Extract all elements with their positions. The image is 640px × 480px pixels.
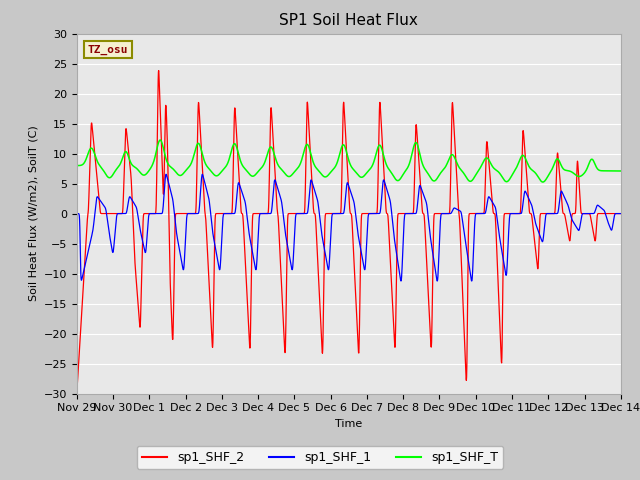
Y-axis label: Soil Heat Flux (W/m2), SoilT (C): Soil Heat Flux (W/m2), SoilT (C)	[28, 126, 38, 301]
sp1_SHF_1	[570, 219, 577, 225]
X-axis label: Time: Time	[335, 419, 362, 429]
sp1_SHF_T	[570, 170, 577, 176]
sp1_SHF_T	[584, 163, 592, 168]
sp1_SHF_T	[156, 137, 164, 143]
sp1_SHF_2	[507, 211, 515, 216]
Title: SP1 Soil Heat Flux: SP1 Soil Heat Flux	[280, 13, 418, 28]
sp1_SHF_2	[225, 211, 232, 216]
Legend: sp1_SHF_2, sp1_SHF_1, sp1_SHF_T: sp1_SHF_2, sp1_SHF_1, sp1_SHF_T	[137, 446, 503, 469]
sp1_SHF_T	[539, 179, 547, 185]
sp1_SHF_2	[155, 68, 163, 73]
sp1_SHF_2	[584, 211, 592, 216]
sp1_SHF_1	[584, 211, 592, 216]
sp1_SHF_2	[617, 211, 625, 216]
sp1_SHF_1	[365, 211, 372, 217]
sp1_SHF_T	[365, 168, 372, 174]
sp1_SHF_T	[376, 143, 384, 148]
sp1_SHF_1	[508, 211, 515, 216]
sp1_SHF_1	[468, 278, 476, 284]
sp1_SHF_1	[617, 211, 625, 216]
Line: sp1_SHF_1: sp1_SHF_1	[77, 174, 621, 281]
Line: sp1_SHF_2: sp1_SHF_2	[77, 71, 621, 390]
sp1_SHF_1	[376, 208, 384, 214]
sp1_SHF_T	[225, 157, 232, 163]
sp1_SHF_T	[73, 163, 81, 168]
Text: TZ_osu: TZ_osu	[88, 44, 128, 55]
sp1_SHF_1	[225, 211, 232, 216]
sp1_SHF_2	[569, 211, 577, 216]
sp1_SHF_1	[73, 211, 81, 216]
sp1_SHF_T	[617, 168, 625, 174]
sp1_SHF_1	[198, 171, 206, 177]
sp1_SHF_2	[73, 387, 81, 393]
sp1_SHF_2	[376, 106, 384, 111]
sp1_SHF_2	[365, 211, 372, 216]
Line: sp1_SHF_T: sp1_SHF_T	[77, 140, 621, 182]
sp1_SHF_T	[507, 174, 515, 180]
